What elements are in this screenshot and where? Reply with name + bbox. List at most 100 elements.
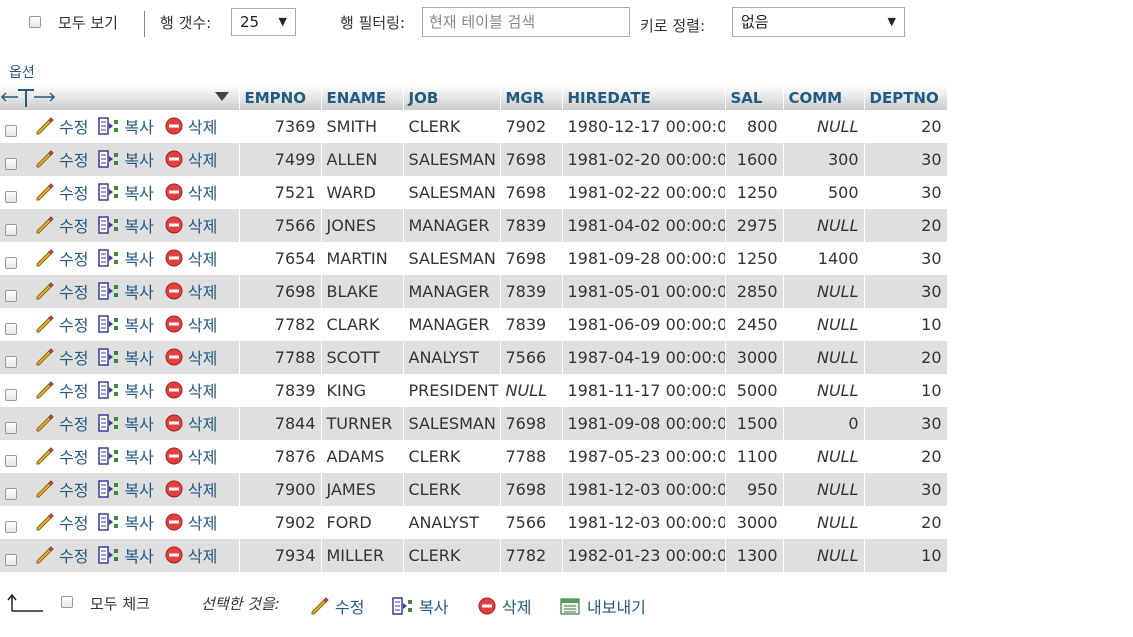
- bulk-copy-button[interactable]: 복사: [392, 594, 448, 618]
- show-all-checkbox[interactable]: [29, 16, 41, 28]
- cell-comm[interactable]: NULL: [783, 110, 865, 143]
- cell-sal[interactable]: 1600: [725, 143, 784, 176]
- cell-comm[interactable]: NULL: [783, 275, 865, 308]
- cell-deptno[interactable]: 30: [864, 275, 948, 308]
- cell-job[interactable]: MANAGER: [403, 275, 501, 308]
- cell-mgr[interactable]: 7839: [500, 308, 563, 341]
- cell-job[interactable]: ANALYST: [403, 341, 501, 374]
- row-copy-button[interactable]: 복사: [98, 180, 154, 204]
- cell-mgr[interactable]: 7698: [500, 176, 563, 209]
- cell-mgr[interactable]: 7698: [500, 473, 563, 506]
- cell-ename[interactable]: FORD: [321, 506, 404, 539]
- cell-sal[interactable]: 3000: [725, 506, 784, 539]
- cell-mgr[interactable]: 7566: [500, 341, 563, 374]
- column-header-hiredate[interactable]: HIREDATE: [562, 85, 726, 110]
- cell-ename[interactable]: SCOTT: [321, 341, 404, 374]
- cell-mgr[interactable]: 7698: [500, 407, 563, 440]
- cell-comm[interactable]: NULL: [783, 539, 865, 572]
- cell-sal[interactable]: 3000: [725, 341, 784, 374]
- cell-comm[interactable]: 0: [783, 407, 865, 440]
- cell-empno[interactable]: 7521: [239, 176, 322, 209]
- cell-hiredate[interactable]: 1981-02-22 00:00:00: [562, 176, 726, 209]
- cell-job[interactable]: MANAGER: [403, 308, 501, 341]
- row-copy-button[interactable]: 복사: [98, 114, 154, 138]
- cell-mgr[interactable]: 7698: [500, 143, 563, 176]
- row-delete-button[interactable]: 삭제: [164, 312, 217, 336]
- cell-job[interactable]: MANAGER: [403, 209, 501, 242]
- cell-hiredate[interactable]: 1982-01-23 00:00:00: [562, 539, 726, 572]
- cell-empno[interactable]: 7902: [239, 506, 322, 539]
- cell-job[interactable]: SALESMAN: [403, 407, 501, 440]
- cell-sal[interactable]: 1300: [725, 539, 784, 572]
- cell-sal[interactable]: 2850: [725, 275, 784, 308]
- row-edit-button[interactable]: 수정: [35, 477, 88, 501]
- cell-comm[interactable]: NULL: [783, 341, 865, 374]
- cell-job[interactable]: SALESMAN: [403, 143, 501, 176]
- cell-hiredate[interactable]: 1981-09-08 00:00:00: [562, 407, 726, 440]
- cell-job[interactable]: CLERK: [403, 440, 501, 473]
- row-edit-button[interactable]: 수정: [35, 411, 88, 435]
- cell-empno[interactable]: 7654: [239, 242, 322, 275]
- cell-ename[interactable]: JAMES: [321, 473, 404, 506]
- row-copy-button[interactable]: 복사: [98, 444, 154, 468]
- sort-by-key-select[interactable]: 없음 ▼: [732, 7, 905, 37]
- cell-deptno[interactable]: 10: [864, 374, 948, 407]
- row-copy-button[interactable]: 복사: [98, 543, 154, 567]
- cell-sal[interactable]: 1250: [725, 176, 784, 209]
- cell-hiredate[interactable]: 1981-05-01 00:00:00: [562, 275, 726, 308]
- row-copy-button[interactable]: 복사: [98, 345, 154, 369]
- cell-sal[interactable]: 950: [725, 473, 784, 506]
- cell-job[interactable]: PRESIDENT: [403, 374, 501, 407]
- row-select-checkbox[interactable]: [5, 290, 17, 302]
- cell-sal[interactable]: 1500: [725, 407, 784, 440]
- cell-ename[interactable]: ADAMS: [321, 440, 404, 473]
- cell-comm[interactable]: NULL: [783, 473, 865, 506]
- row-edit-button[interactable]: 수정: [35, 279, 88, 303]
- row-select-checkbox[interactable]: [5, 125, 17, 137]
- cell-ename[interactable]: TURNER: [321, 407, 404, 440]
- cell-job[interactable]: ANALYST: [403, 506, 501, 539]
- cell-hiredate[interactable]: 1980-12-17 00:00:00: [562, 110, 726, 143]
- cell-ename[interactable]: SMITH: [321, 110, 404, 143]
- cell-ename[interactable]: MILLER: [321, 539, 404, 572]
- cell-ename[interactable]: JONES: [321, 209, 404, 242]
- row-copy-button[interactable]: 복사: [98, 411, 154, 435]
- sort-menu-arrow-icon[interactable]: [215, 92, 229, 102]
- cell-deptno[interactable]: 20: [864, 506, 948, 539]
- bulk-export-button[interactable]: 내보내기: [560, 594, 646, 618]
- row-edit-button[interactable]: 수정: [35, 246, 88, 270]
- cell-empno[interactable]: 7839: [239, 374, 322, 407]
- row-copy-button[interactable]: 복사: [98, 510, 154, 534]
- cell-deptno[interactable]: 20: [864, 110, 948, 143]
- cell-mgr[interactable]: 7788: [500, 440, 563, 473]
- cell-sal[interactable]: 2975: [725, 209, 784, 242]
- cell-deptno[interactable]: 30: [864, 407, 948, 440]
- cell-mgr[interactable]: NULL: [500, 374, 563, 407]
- cell-comm[interactable]: 500: [783, 176, 865, 209]
- cell-ename[interactable]: BLAKE: [321, 275, 404, 308]
- cell-job[interactable]: CLERK: [403, 473, 501, 506]
- column-header-ename[interactable]: ENAME: [321, 85, 404, 110]
- cell-ename[interactable]: KING: [321, 374, 404, 407]
- row-copy-button[interactable]: 복사: [98, 477, 154, 501]
- cell-job[interactable]: SALESMAN: [403, 242, 501, 275]
- cell-hiredate[interactable]: 1981-12-03 00:00:00: [562, 473, 726, 506]
- cell-comm[interactable]: NULL: [783, 374, 865, 407]
- cell-comm[interactable]: NULL: [783, 440, 865, 473]
- cell-ename[interactable]: WARD: [321, 176, 404, 209]
- options-link[interactable]: 옵션: [9, 65, 35, 81]
- row-select-checkbox[interactable]: [5, 323, 17, 335]
- cell-deptno[interactable]: 30: [864, 176, 948, 209]
- cell-deptno[interactable]: 30: [864, 143, 948, 176]
- row-select-checkbox[interactable]: [5, 191, 17, 203]
- row-delete-button[interactable]: 삭제: [164, 147, 217, 171]
- cell-mgr[interactable]: 7782: [500, 539, 563, 572]
- row-edit-button[interactable]: 수정: [35, 147, 88, 171]
- cell-ename[interactable]: CLARK: [321, 308, 404, 341]
- cell-hiredate[interactable]: 1981-06-09 00:00:00: [562, 308, 726, 341]
- row-edit-button[interactable]: 수정: [35, 180, 88, 204]
- cell-comm[interactable]: NULL: [783, 308, 865, 341]
- column-header-comm[interactable]: COMM: [783, 85, 865, 110]
- row-edit-button[interactable]: 수정: [35, 114, 88, 138]
- row-select-checkbox[interactable]: [5, 224, 17, 236]
